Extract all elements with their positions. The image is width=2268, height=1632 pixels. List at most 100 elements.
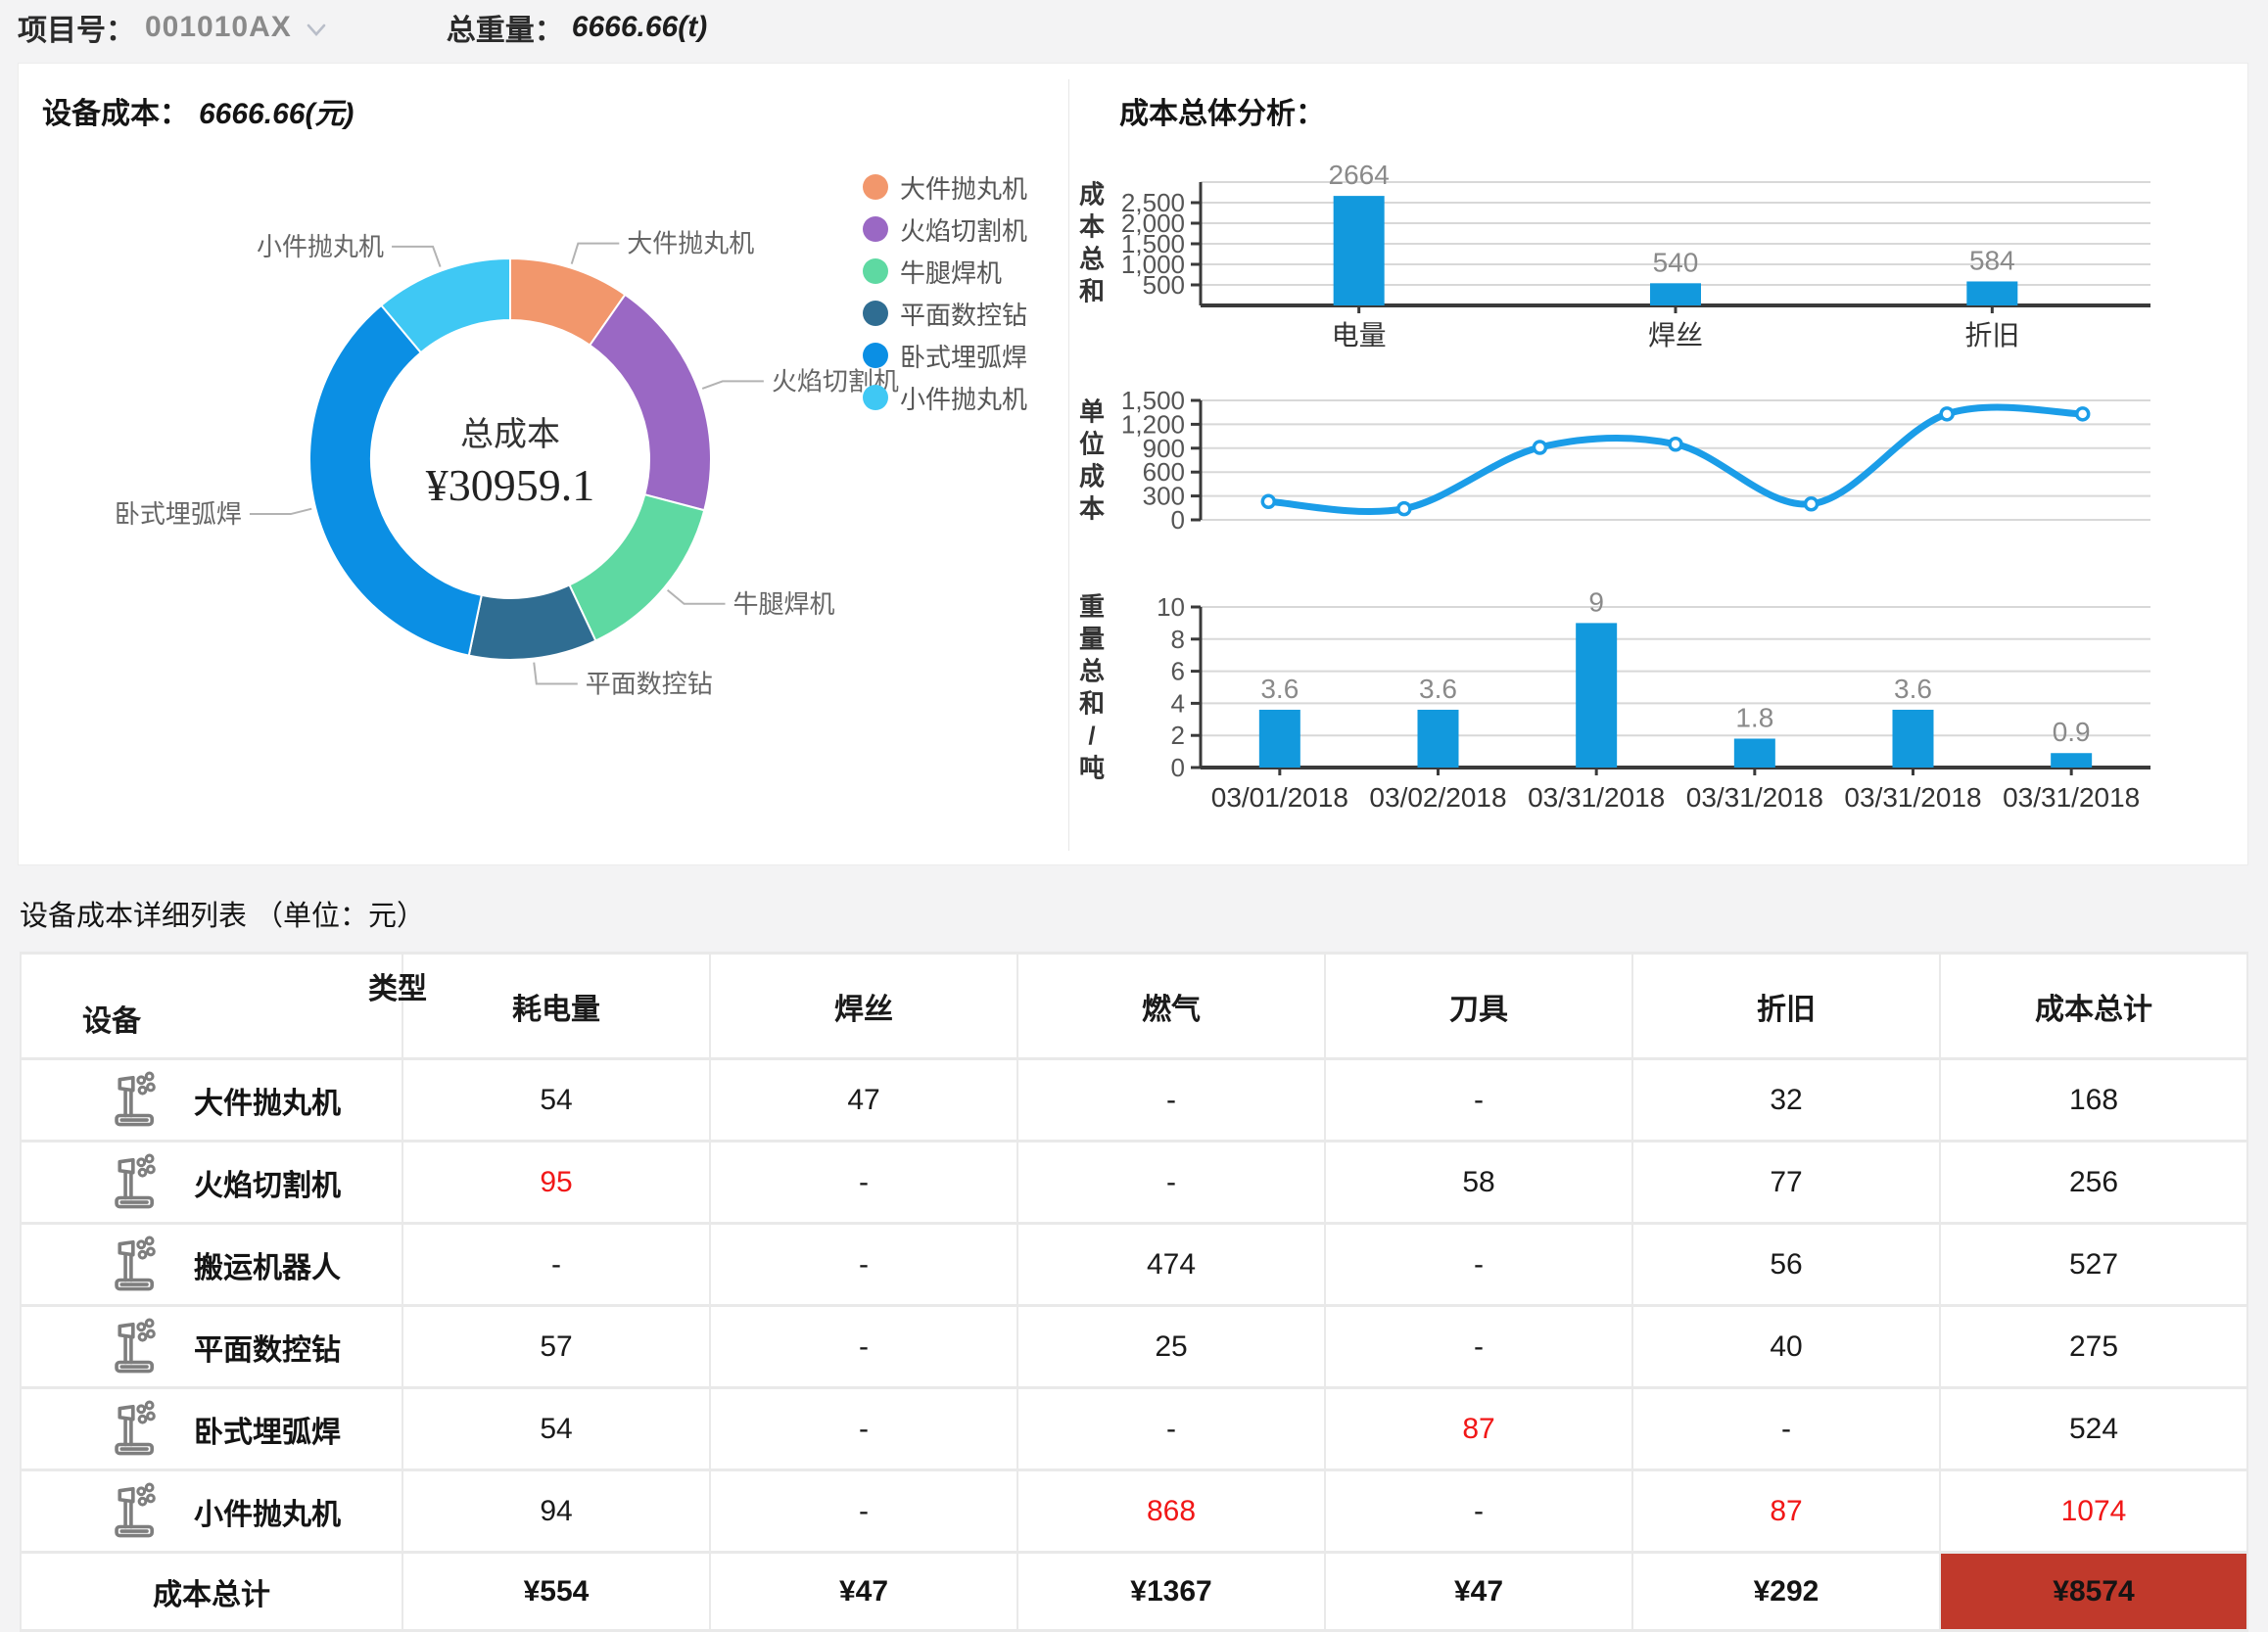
corner-device-label: 设备 — [82, 1005, 141, 1038]
bar — [1650, 283, 1701, 305]
machine-icon — [115, 1400, 156, 1455]
cost-value-cell: 95 — [402, 1140, 711, 1225]
legend-label: 小件抛丸机 — [900, 384, 1028, 414]
total-weight-value: 6666.66(t) — [571, 11, 708, 43]
cost-value-cell: 94 — [402, 1469, 711, 1554]
device-name: 大件抛丸机 — [194, 1087, 341, 1120]
device-name: 平面数控钻 — [194, 1333, 341, 1367]
device-name: 小件抛丸机 — [194, 1498, 341, 1531]
panel-divider — [1068, 79, 1069, 851]
machine-icon — [115, 1071, 156, 1126]
total-row-label: 成本总计 — [20, 1551, 403, 1632]
legend-item-火焰切割机[interactable]: 火焰切割机 — [863, 215, 1027, 246]
y-tick-label: 1,200 — [1121, 409, 1185, 439]
pie-label-line — [666, 588, 726, 605]
bar — [1966, 281, 2018, 305]
legend-label: 火焰切割机 — [900, 215, 1028, 246]
y-tick-label: 8 — [1171, 625, 1185, 654]
bar-value-label: 3.6 — [1260, 674, 1299, 704]
table-title: 设备成本详细列表 （单位：元） — [20, 901, 426, 932]
table-row: 平面数控钻 57-25-40 275 — [20, 1304, 2248, 1389]
device-cost-title-label: 设备成本： — [42, 98, 189, 130]
axis-name-char: 和 — [1079, 689, 1105, 719]
cost-value-cell: - — [1016, 1057, 1326, 1142]
project-number-value[interactable]: 001010AX — [145, 11, 292, 43]
bar — [1417, 709, 1459, 768]
machine-icon — [115, 1153, 156, 1208]
cost-value-cell: 77 — [1631, 1140, 1941, 1225]
device-cell: 火焰切割机 — [20, 1140, 403, 1225]
bar — [1333, 196, 1385, 305]
cost-value-cell: - — [1016, 1140, 1326, 1225]
line-marker — [1396, 500, 1412, 517]
pie-slice[interactable] — [379, 256, 511, 354]
x-category-label: 03/31/2018 — [1686, 782, 1823, 813]
y-tick-label: 6 — [1171, 657, 1185, 686]
bar — [1892, 709, 1934, 768]
axis-name-char: 位 — [1079, 430, 1105, 459]
cost-value-cell: 87 — [1631, 1469, 1941, 1554]
axis-name-char: 本 — [1079, 494, 1105, 524]
cost-value-cell: - — [1631, 1386, 1941, 1471]
legend-item-卧式埋弧焊[interactable]: 卧式埋弧焊 — [863, 342, 1027, 372]
column-total-cell: ¥292 — [1631, 1551, 1941, 1632]
pie-legend: 大件抛丸机火焰切割机牛腿焊机平面数控钻卧式埋弧焊小件抛丸机 — [863, 173, 1027, 426]
machine-icon — [115, 1482, 156, 1537]
pie-slice[interactable] — [588, 293, 712, 512]
cost-value-cell: - — [709, 1304, 1018, 1389]
legend-dot — [863, 301, 888, 326]
pie-slice-label: 平面数控钻 — [586, 669, 713, 698]
legend-item-牛腿焊机[interactable]: 牛腿焊机 — [863, 257, 1027, 288]
legend-item-大件抛丸机[interactable]: 大件抛丸机 — [863, 173, 1027, 204]
corner-type-label: 类型 — [368, 973, 427, 1005]
legend-item-小件抛丸机[interactable]: 小件抛丸机 — [863, 384, 1027, 414]
pie-slice-label: 牛腿焊机 — [733, 589, 835, 619]
device-cost-title-value: 6666.66(元) — [199, 98, 354, 130]
bar — [1576, 623, 1618, 768]
chevron-down-icon[interactable] — [302, 20, 331, 41]
column-header-燃气: 燃气 — [1016, 952, 1326, 1060]
axis-name-char: 量 — [1079, 625, 1105, 654]
table-row: 火焰切割机 95- -58 77 256 — [20, 1140, 2248, 1225]
pie-label-line — [701, 380, 764, 390]
project-number-label: 项目号： — [18, 15, 135, 47]
bar-value-label: 584 — [1969, 245, 2015, 275]
cost-value-cell: - — [1324, 1057, 1633, 1142]
cost-value-cell: 40 — [1631, 1304, 1941, 1389]
y-tick-label: 2,000 — [1121, 209, 1185, 238]
bar-value-label: 2664 — [1329, 160, 1390, 190]
cost-value-cell: - — [709, 1222, 1018, 1307]
y-tick-label: 0 — [1171, 753, 1185, 782]
x-category-label: 03/02/2018 — [1369, 782, 1506, 813]
cost-value-cell: 32 — [1631, 1057, 1941, 1142]
device-cost-table: 类型 设备 耗电量 焊丝 燃气 刀具 折旧 成本总计 大件抛丸机 54 47- -32 168 火焰… — [20, 952, 2248, 1632]
axis-name-char: 总 — [1079, 245, 1105, 274]
device-name: 卧式埋弧焊 — [194, 1416, 341, 1449]
pie-slice[interactable] — [568, 492, 706, 642]
cost-value-cell: 275 — [1939, 1304, 2248, 1389]
device-cell: 小件抛丸机 — [20, 1469, 403, 1554]
line-marker — [2074, 406, 2091, 422]
axis-name-char: 成 — [1079, 462, 1105, 491]
cost-value-cell: 868 — [1016, 1469, 1326, 1554]
axis-name-char: 重 — [1079, 592, 1105, 622]
cost-value-cell: 168 — [1939, 1057, 2248, 1142]
column-header-折旧: 折旧 — [1631, 952, 1941, 1060]
bar-value-label: 3.6 — [1894, 674, 1932, 704]
analysis-title: 成本总体分析： — [1119, 98, 1325, 130]
y-tick-label: 2,500 — [1121, 188, 1185, 217]
cost-value-cell: - — [709, 1469, 1018, 1554]
bar — [1258, 709, 1300, 768]
column-total-cell: ¥47 — [709, 1551, 1018, 1632]
cost-value-cell: - — [1016, 1386, 1326, 1471]
pie-slice[interactable] — [308, 303, 483, 657]
project-select[interactable]: 001010AX — [145, 11, 331, 44]
y-tick-label: 2 — [1171, 721, 1185, 750]
cost-value-cell: - — [1324, 1469, 1633, 1554]
legend-item-平面数控钻[interactable]: 平面数控钻 — [863, 300, 1027, 330]
cost-value-cell: 524 — [1939, 1386, 2248, 1471]
y-tick-label: 0 — [1171, 505, 1185, 535]
y-tick-label: 1,500 — [1121, 229, 1185, 258]
